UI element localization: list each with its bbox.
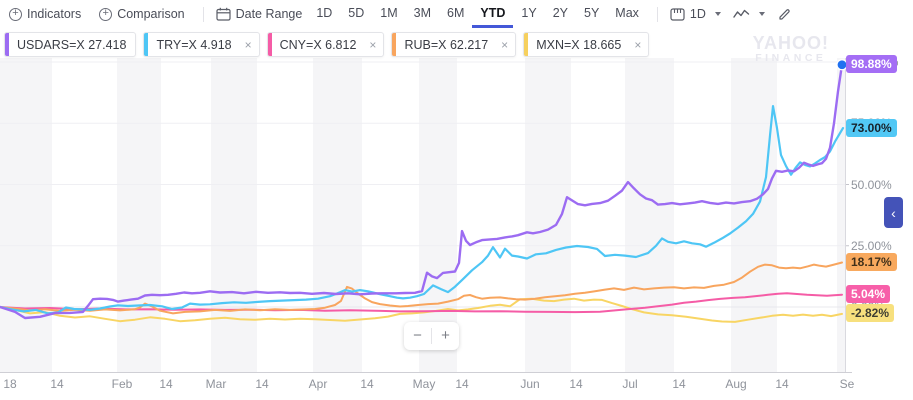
close-icon[interactable]: × — [501, 37, 509, 52]
x-axis-label: Jun — [520, 377, 540, 391]
toolbar-divider — [656, 6, 658, 22]
x-axis-label: 14 — [159, 377, 173, 391]
series-line-mxn-x — [0, 297, 843, 323]
series-line-usdars-x — [0, 63, 844, 320]
symbol-pill-mxn-x[interactable]: MXN=X 18.665 × — [523, 32, 650, 57]
symbol-pill-cny-x[interactable]: CNY=X 6.812 × — [266, 32, 385, 57]
x-axis-label: 14 — [360, 377, 374, 391]
x-axis-label: Feb — [111, 377, 133, 391]
pill-symbol-value: RUB=X 62.217 — [404, 37, 489, 52]
watermark-line1: YAHOO! — [752, 33, 829, 53]
indicators-label: Indicators — [27, 7, 82, 21]
pill-symbol-value: CNY=X 6.812 — [279, 37, 357, 52]
x-axis-label: 14 — [50, 377, 64, 391]
pill-symbol-value: TRY=X 4.918 — [156, 37, 232, 52]
range-button-max[interactable]: Max — [615, 6, 639, 20]
range-button-ytd[interactable]: YTD — [472, 0, 514, 28]
x-axis-label: 14 — [569, 377, 583, 391]
zoom-in-button[interactable]: + — [441, 327, 450, 344]
symbol-pill-usdars-x[interactable]: USDARS=X 27.418 — [4, 32, 137, 57]
pill-color-bar — [267, 33, 272, 56]
background-bands — [0, 58, 845, 372]
pill-symbol-value: MXN=X 18.665 — [536, 37, 622, 52]
chart-type-selector[interactable] — [733, 8, 765, 20]
x-axis-label: Apr — [308, 377, 328, 391]
range-button-6m[interactable]: 6M — [447, 6, 465, 20]
range-button-5d[interactable]: 5D — [348, 6, 365, 20]
zoom-controls: − + — [404, 322, 459, 350]
watermark-line2: FINANCE — [755, 52, 827, 64]
pill-color-bar — [392, 33, 397, 56]
toolbar-divider — [202, 6, 204, 22]
calendar-icon — [215, 7, 231, 21]
zoom-divider — [431, 328, 432, 344]
range-button-1m[interactable]: 1M — [380, 6, 398, 20]
pill-color-bar — [5, 33, 9, 56]
x-axis-label: May — [412, 377, 436, 391]
chevron-down-icon — [714, 12, 721, 16]
close-icon[interactable]: × — [244, 37, 252, 52]
interval-calendar-icon — [670, 8, 685, 21]
plus-circle-icon: + — [9, 7, 22, 21]
y-axis-label: 25.00% — [851, 238, 892, 253]
x-axis-label: 14 — [455, 377, 469, 391]
comparison-button[interactable]: + Comparison — [99, 7, 185, 21]
pill-color-bar — [144, 33, 149, 56]
chart-area[interactable]: YAHOO! FINANCE USDARS=X 27.418 TRY=X 4.91… — [0, 28, 913, 400]
price-chart-canvas[interactable] — [0, 28, 913, 400]
symbol-pills: USDARS=X 27.418 TRY=X 4.918 × CNY=X 6.812 × R… — [4, 32, 650, 57]
last-value-badge-cny-x: 5.04% — [846, 285, 891, 304]
series-line-try-x — [0, 105, 845, 315]
pencil-icon — [779, 8, 790, 20]
interval-selector[interactable]: 1D — [670, 7, 721, 21]
x-axis-label: 14 — [255, 377, 269, 391]
close-icon[interactable]: × — [369, 37, 377, 52]
y-axis-label: 50.00% — [851, 177, 892, 192]
last-value-badge-try-x: 73.00% — [846, 118, 897, 137]
pill-symbol-value: USDARS=X 27.418 — [17, 37, 127, 52]
last-value-badge-mxn-x: -2.82% — [846, 304, 895, 323]
indicators-button[interactable]: + Indicators — [9, 7, 81, 21]
zoom-out-button[interactable]: − — [413, 327, 422, 344]
collapse-panel-chevron-button[interactable]: ‹ — [884, 197, 903, 228]
range-button-2y[interactable]: 2Y — [552, 6, 568, 20]
date-range-button[interactable]: Date Range — [215, 7, 303, 21]
last-value-badge-usdars-x: 98.88% — [846, 55, 897, 74]
range-button-1d[interactable]: 1D — [316, 6, 333, 20]
range-buttons: 1D 5D 1M 3M 6M YTD 1Y 2Y 5Y Max — [308, 0, 647, 28]
x-axis-label: Aug — [725, 377, 747, 391]
interval-value: 1D — [689, 7, 706, 21]
line-chart-icon — [733, 9, 750, 18]
series-line-rub-x — [0, 261, 843, 315]
range-button-1y[interactable]: 1Y — [521, 6, 537, 20]
x-axis-label: 14 — [672, 377, 686, 391]
range-button-5y[interactable]: 5Y — [584, 6, 600, 20]
close-icon[interactable]: × — [634, 37, 642, 52]
chevron-down-icon — [758, 12, 765, 16]
series-line-cny-x — [0, 292, 843, 314]
symbol-pill-try-x[interactable]: TRY=X 4.918 × — [143, 32, 260, 57]
plus-circle-icon: + — [99, 7, 113, 21]
date-range-label: Date Range — [235, 7, 303, 21]
chart-toolbar: + Indicators + Comparison Date Range 1D 5… — [0, 0, 913, 28]
x-axis-label: 18 — [3, 377, 17, 391]
x-axis-label: Mar — [205, 377, 227, 391]
chevron-left-icon: ‹ — [891, 204, 896, 221]
yahoo-finance-watermark: YAHOO! FINANCE — [752, 33, 829, 64]
pill-color-bar — [524, 33, 529, 56]
x-axis-label: Se — [839, 377, 855, 391]
last-value-badge-rub-x: 18.17% — [846, 252, 897, 271]
range-button-3m[interactable]: 3M — [413, 6, 432, 20]
x-axis-label: 14 — [775, 377, 789, 391]
draw-button[interactable] — [777, 7, 792, 22]
comparison-label: Comparison — [117, 7, 185, 21]
symbol-pill-rub-x[interactable]: RUB=X 62.217 × — [391, 32, 517, 57]
x-axis-label: Jul — [622, 377, 638, 391]
